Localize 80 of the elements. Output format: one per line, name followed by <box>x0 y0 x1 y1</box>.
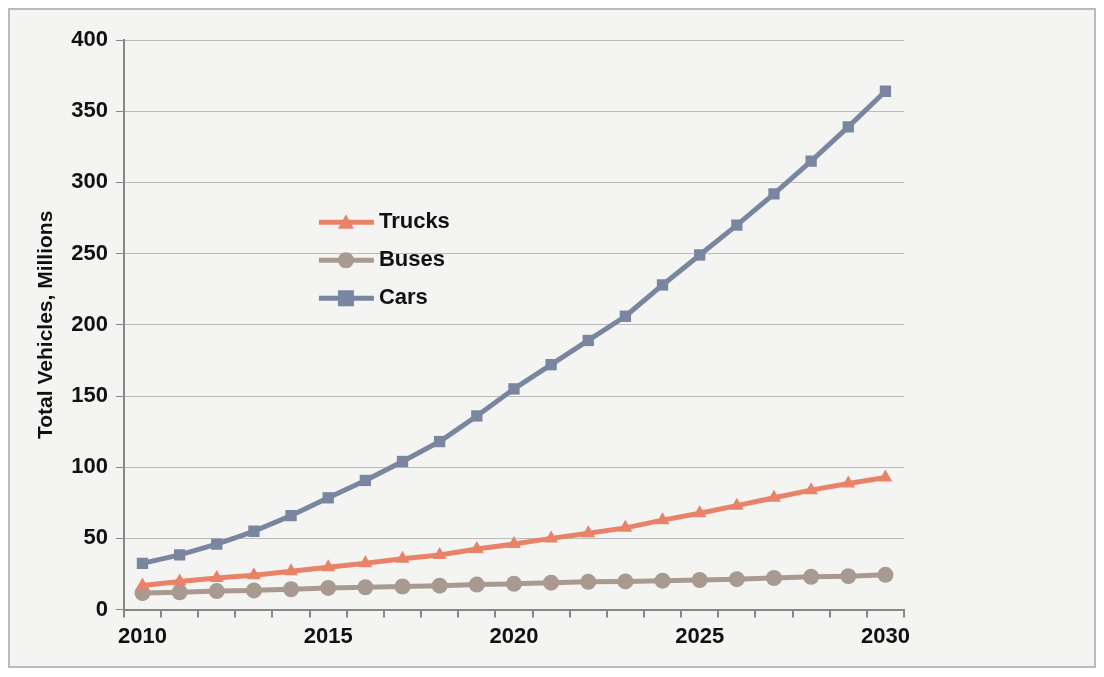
point <box>691 571 708 588</box>
y-tick-label: 250 <box>71 239 108 265</box>
point <box>211 538 223 550</box>
legend-label: Trucks <box>378 208 450 234</box>
point <box>171 584 188 601</box>
point <box>508 383 520 395</box>
point <box>172 573 187 586</box>
legend-label: Cars <box>378 284 428 310</box>
point <box>768 188 780 200</box>
point <box>209 569 224 582</box>
point <box>248 525 260 537</box>
point <box>729 497 744 510</box>
point <box>619 310 632 322</box>
y-tick-label: 200 <box>71 310 108 336</box>
y-axis-title: Total Vehicles, Millions <box>33 210 57 439</box>
point <box>655 512 670 525</box>
point <box>877 566 894 583</box>
point <box>322 492 334 504</box>
point <box>731 219 743 231</box>
point <box>804 482 819 495</box>
y-tick-label: 150 <box>71 382 108 408</box>
point <box>765 569 782 586</box>
point <box>469 541 484 554</box>
point <box>803 568 820 585</box>
point <box>468 576 485 593</box>
x-tick-label: 2030 <box>860 622 910 648</box>
point <box>394 578 411 595</box>
x-tick-label: 2025 <box>675 622 725 648</box>
point <box>471 410 483 422</box>
point <box>878 469 893 482</box>
point <box>544 530 559 543</box>
point <box>656 279 669 291</box>
point <box>728 571 745 588</box>
point <box>434 435 446 448</box>
y-tick-label: 100 <box>71 453 108 479</box>
point <box>320 579 337 596</box>
y-tick-label: 0 <box>95 595 108 621</box>
point <box>581 525 596 538</box>
point <box>173 549 186 561</box>
point <box>842 121 854 133</box>
y-tick-label: 350 <box>71 97 108 123</box>
point <box>396 455 409 468</box>
point <box>432 546 447 559</box>
point <box>767 489 781 502</box>
y-tick-label: 50 <box>83 524 108 550</box>
point <box>840 568 857 585</box>
point <box>246 567 261 580</box>
point <box>543 574 560 591</box>
point <box>284 563 298 576</box>
point <box>395 550 410 563</box>
point <box>582 334 594 347</box>
point <box>208 583 225 600</box>
point <box>617 573 634 590</box>
x-tick-label: 2015 <box>303 622 353 648</box>
point <box>358 555 373 568</box>
point <box>580 573 597 590</box>
point <box>692 505 707 518</box>
point <box>618 519 633 532</box>
point <box>136 557 149 569</box>
point <box>357 579 374 596</box>
point <box>879 85 892 97</box>
point <box>359 474 372 487</box>
point <box>841 475 856 488</box>
legend-label: Buses <box>378 246 445 272</box>
point <box>285 509 297 522</box>
point <box>507 536 521 549</box>
point <box>505 575 522 592</box>
y-tick-label: 400 <box>71 26 108 52</box>
point <box>431 577 448 594</box>
point <box>694 249 706 261</box>
x-tick-label: 2010 <box>118 622 167 648</box>
point <box>245 582 262 599</box>
point <box>135 577 150 590</box>
point <box>654 572 671 589</box>
x-tick-label: 2020 <box>489 622 539 648</box>
y-tick-label: 300 <box>71 168 108 194</box>
point <box>545 359 557 371</box>
point <box>321 559 336 572</box>
point <box>283 581 300 598</box>
point <box>805 155 817 167</box>
